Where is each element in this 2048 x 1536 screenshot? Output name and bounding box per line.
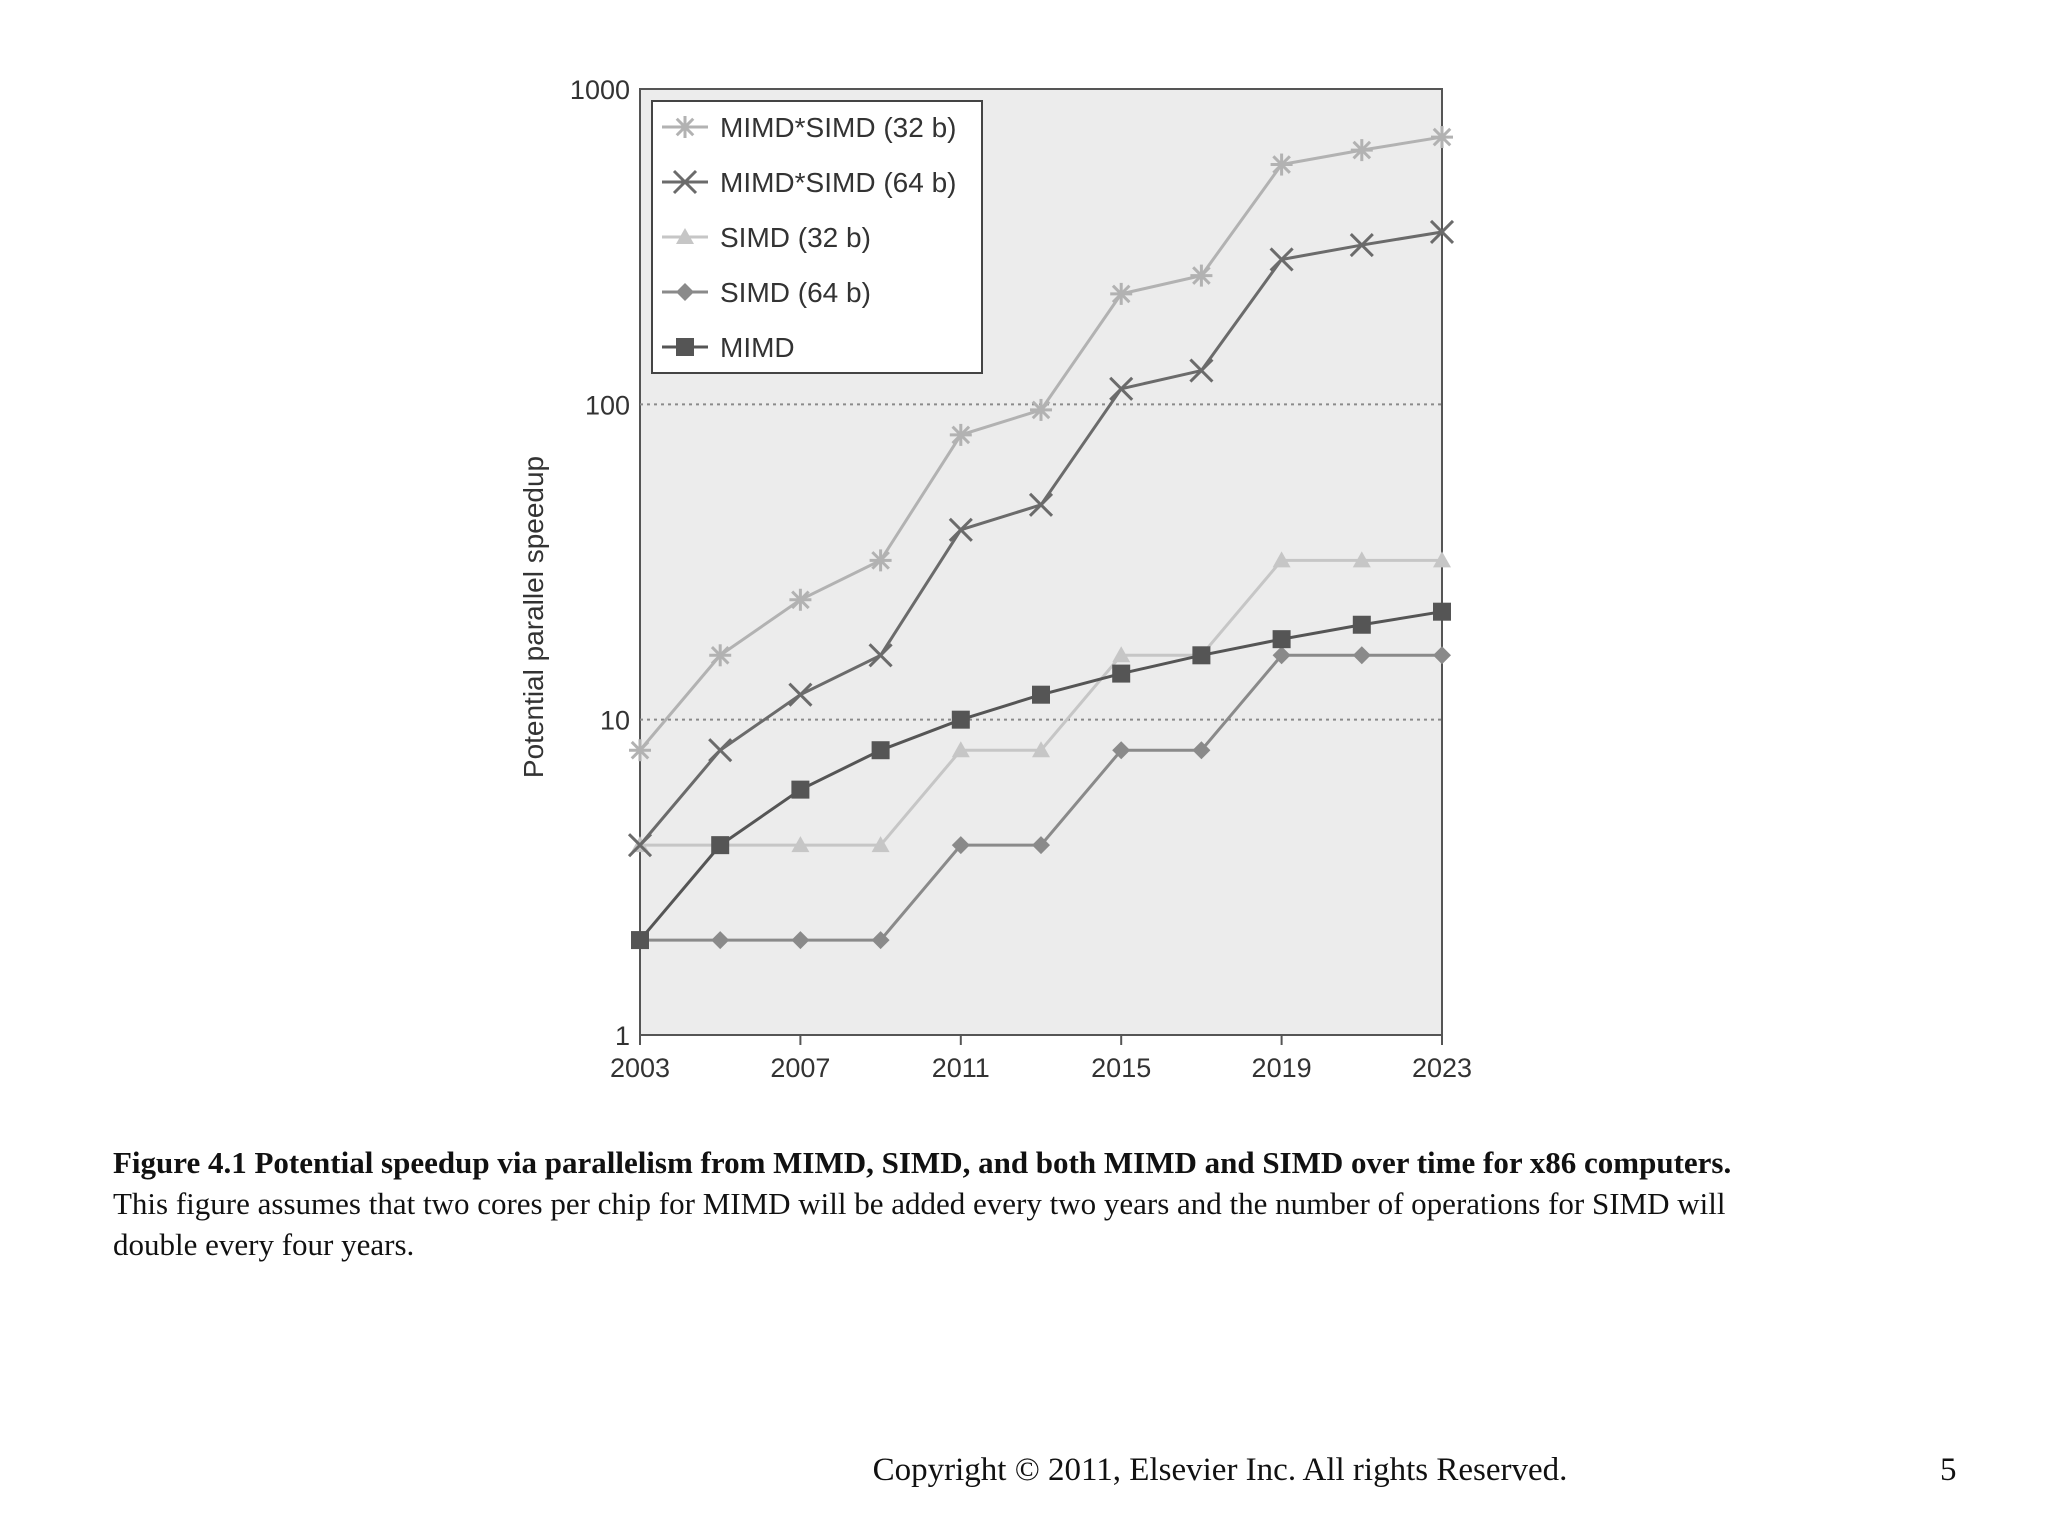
- data-point: [951, 836, 970, 855]
- y-axis-label: Potential parallel speedup: [518, 456, 549, 778]
- data-point: [1110, 282, 1133, 305]
- data-point: [1269, 247, 1294, 272]
- data-point: [951, 710, 970, 729]
- x-tick-label: 2011: [932, 1053, 990, 1083]
- data-point: [791, 836, 810, 853]
- caption-text: This figure assumes that two cores per c…: [113, 1186, 1726, 1262]
- data-point: [1349, 232, 1374, 258]
- data-point: [868, 643, 893, 668]
- data-point: [711, 931, 730, 950]
- legend-entry: SIMD (64 b): [662, 277, 871, 308]
- data-point: [1270, 153, 1293, 176]
- data-point: [1433, 646, 1451, 665]
- legend-label: MIMD*SIMD (32 b): [720, 112, 956, 143]
- page-number: 5: [1940, 1452, 1957, 1488]
- series-simd-64-b: [631, 646, 1451, 950]
- data-point: [629, 739, 651, 762]
- data-point: [1352, 615, 1371, 634]
- copyright-notice: Copyright © 2011, Elsevier Inc. All righ…: [872, 1452, 1568, 1488]
- data-point: [1272, 551, 1291, 568]
- y-tick-label: 10: [600, 706, 630, 736]
- y-tick-label: 1: [615, 1021, 630, 1051]
- data-point: [789, 588, 812, 611]
- data-point: [1352, 551, 1371, 568]
- data-point: [949, 423, 972, 446]
- legend-label: SIMD (64 b): [720, 277, 871, 308]
- data-point: [631, 931, 649, 950]
- x-tick-label: 2023: [1412, 1053, 1472, 1083]
- series-mimd-simd-32-b: [629, 126, 1453, 762]
- legend-label: MIMD*SIMD (64 b): [720, 167, 956, 198]
- data-point: [1032, 836, 1050, 855]
- series-mimd-simd-64-b: [627, 219, 1455, 858]
- data-point: [1352, 646, 1371, 665]
- data-point: [788, 682, 813, 707]
- data-point: [1109, 376, 1134, 401]
- data-point: [1032, 741, 1050, 758]
- data-point: [1272, 630, 1291, 649]
- data-point: [1192, 646, 1211, 665]
- speedup-chart: 1 10 100 1000 2003 2007 2011 2015 2019 2023 MIMD*…: [518, 75, 1472, 1083]
- data-point: [871, 931, 890, 950]
- data-point: [791, 780, 810, 799]
- legend-entry: MIMD: [662, 332, 795, 363]
- legend: MIMD*SIMD (32 b) MIMD*SIMD (64 b) SIMD (32…: [651, 100, 983, 374]
- legend-entry: SIMD (32 b): [662, 222, 871, 253]
- data-point: [1190, 264, 1213, 287]
- series-mimd: [631, 602, 1451, 950]
- data-point: [1030, 398, 1052, 421]
- data-point: [1431, 126, 1453, 149]
- caption-title: Figure 4.1 Potential speedup via paralle…: [113, 1145, 1732, 1180]
- legend-label: SIMD (32 b): [720, 222, 871, 253]
- figure-caption: Figure 4.1 Potential speedup via paralle…: [113, 1142, 1733, 1265]
- data-point: [791, 931, 810, 950]
- data-point: [1429, 219, 1455, 245]
- data-point: [1032, 685, 1050, 704]
- data-point: [1433, 551, 1451, 568]
- data-point: [708, 738, 733, 763]
- legend-label: MIMD: [720, 332, 795, 363]
- data-point: [627, 833, 653, 858]
- legend-entry: MIMD*SIMD (32 b): [662, 112, 956, 143]
- x-tick-label: 2007: [770, 1053, 830, 1083]
- data-point: [871, 741, 890, 760]
- series-simd-32-b: [631, 551, 1451, 853]
- axes: 1 10 100 1000 2003 2007 2011 2015 2019 2023: [570, 75, 1472, 1083]
- data-point: [1112, 646, 1131, 663]
- y-tick-label: 1000: [570, 75, 630, 105]
- y-tick-label: 100: [585, 390, 630, 420]
- data-point: [711, 836, 730, 855]
- data-point: [869, 549, 892, 572]
- data-point: [1192, 741, 1211, 760]
- data-point: [709, 644, 732, 667]
- legend-entry: MIMD*SIMD (64 b): [662, 167, 956, 198]
- data-point: [1272, 646, 1291, 665]
- data-point: [951, 741, 970, 758]
- data-point: [1028, 492, 1054, 517]
- series-layer: [627, 126, 1455, 950]
- x-tick-label: 2003: [610, 1053, 670, 1083]
- x-tick-label: 2019: [1252, 1053, 1312, 1083]
- data-point: [1433, 602, 1451, 621]
- data-point: [948, 517, 973, 542]
- data-point: [1112, 664, 1131, 683]
- data-point: [871, 836, 890, 853]
- data-point: [1350, 139, 1373, 162]
- data-point: [1112, 741, 1131, 760]
- data-point: [1189, 358, 1214, 383]
- x-tick-label: 2015: [1091, 1053, 1151, 1083]
